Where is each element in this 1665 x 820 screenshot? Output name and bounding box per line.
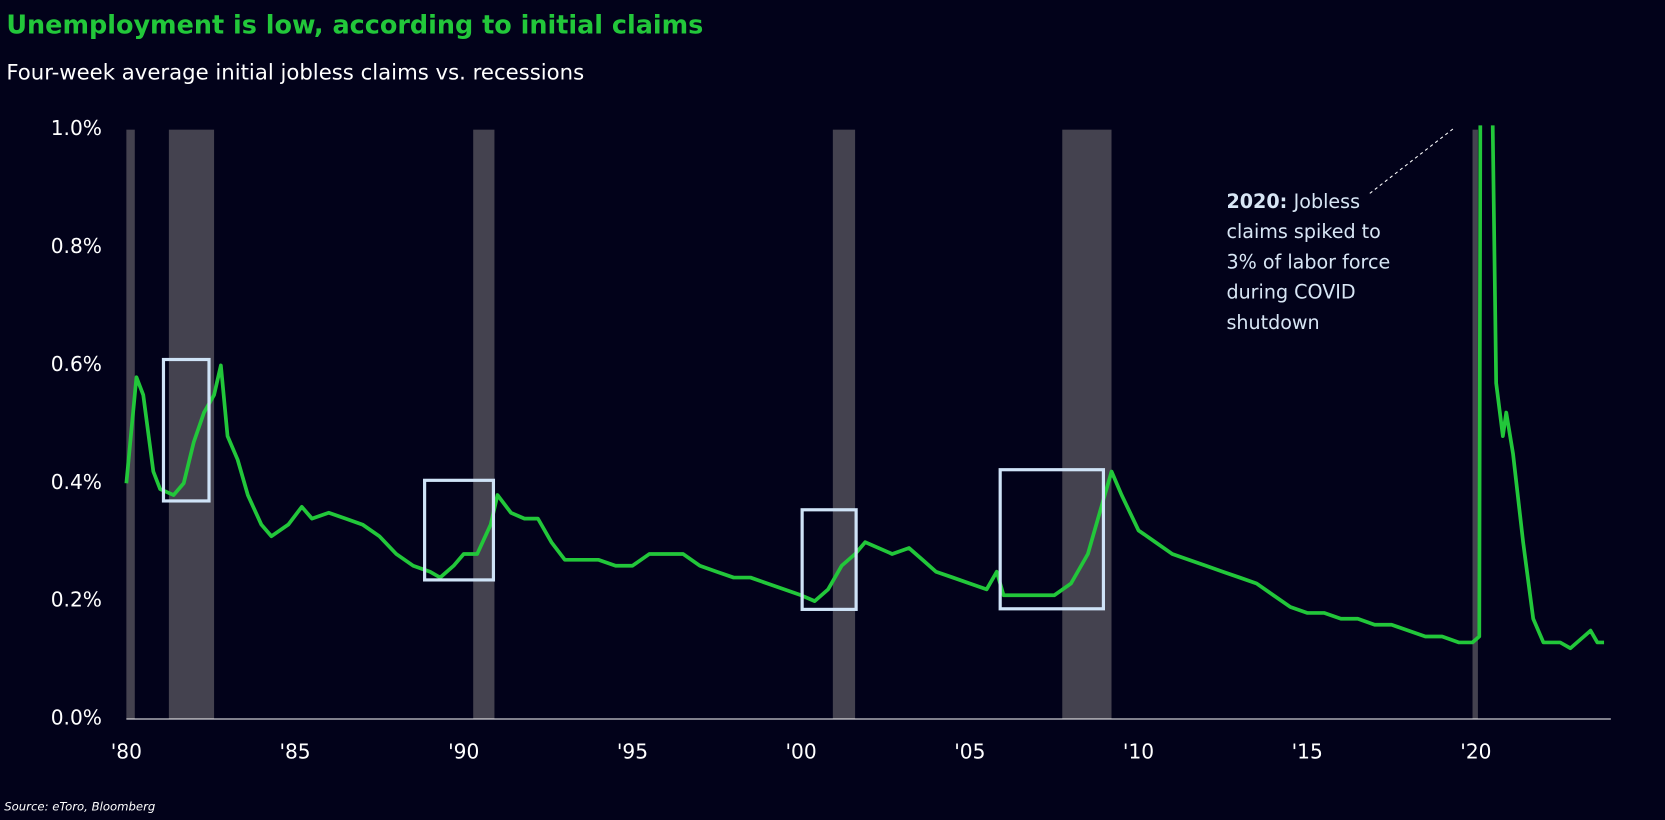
annotation-label: 2020: bbox=[1226, 189, 1287, 212]
claims-line bbox=[124, 125, 1605, 651]
highlight-box bbox=[800, 508, 858, 611]
recession-band bbox=[1472, 129, 1478, 720]
y-tick-label: 1.0% bbox=[51, 116, 102, 140]
y-tick-label: 0.4% bbox=[51, 470, 102, 494]
annotation-line: 3% of labor force bbox=[1226, 250, 1390, 273]
recession-band bbox=[832, 129, 856, 720]
x-tick-label: '95 bbox=[617, 739, 648, 763]
x-tick-label: '85 bbox=[279, 739, 310, 763]
x-tick-label: '20 bbox=[1460, 739, 1491, 763]
x-tick-label: '00 bbox=[786, 739, 817, 763]
annotation-line: during COVID bbox=[1226, 280, 1355, 303]
recession-band bbox=[1062, 129, 1112, 720]
chart-subtitle: Four-week average initial jobless claims… bbox=[6, 60, 584, 85]
annotation-line: Jobless bbox=[1293, 189, 1360, 212]
annotation-line: claims spiked to bbox=[1226, 220, 1380, 243]
x-tick-label: '15 bbox=[1292, 739, 1323, 763]
y-tick-label: 0.2% bbox=[51, 588, 102, 612]
annotation: 2020: Jobless claims spiked to 3% of labor … bbox=[1226, 189, 1390, 333]
recession-band bbox=[168, 129, 215, 720]
y-tick-label: 0.8% bbox=[51, 234, 102, 258]
plot-area bbox=[124, 125, 1605, 651]
highlight-box bbox=[161, 357, 211, 503]
source: Source: eToro, Bloomberg bbox=[4, 800, 155, 814]
highlight-box bbox=[998, 468, 1106, 611]
annotation-line: shutdown bbox=[1226, 310, 1319, 333]
x-tick-label: '80 bbox=[111, 739, 142, 763]
recession-band bbox=[473, 129, 495, 720]
x-tick-label: '90 bbox=[448, 739, 479, 763]
x-tick-label: '05 bbox=[954, 739, 985, 763]
chart-title: Unemployment is low, according to initia… bbox=[6, 11, 703, 41]
annotation-leader bbox=[1369, 127, 1456, 194]
x-tick-label: '10 bbox=[1123, 739, 1154, 763]
y-tick-label: 0.0% bbox=[51, 706, 102, 730]
highlight-box bbox=[423, 478, 496, 582]
y-tick-label: 0.6% bbox=[51, 352, 102, 376]
